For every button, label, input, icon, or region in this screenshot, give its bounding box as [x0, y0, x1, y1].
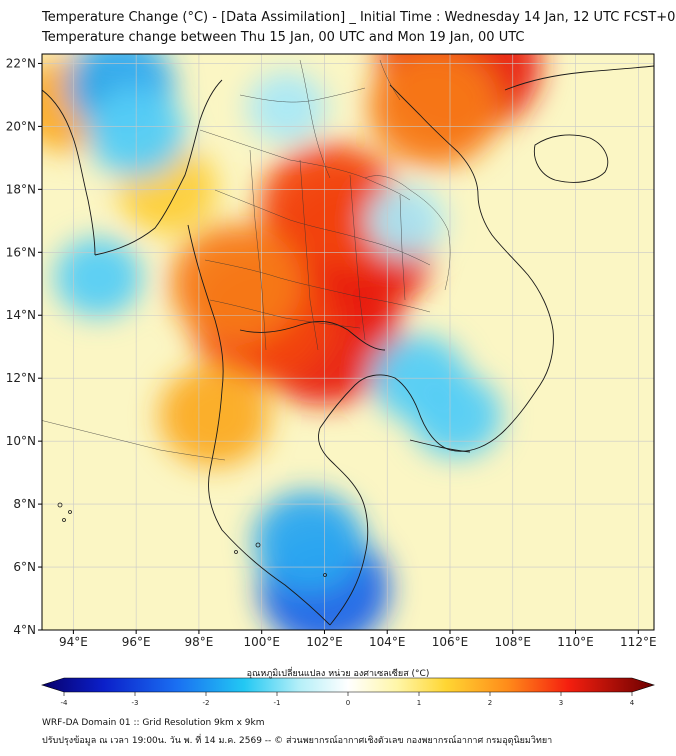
cool-anomaly [247, 71, 327, 144]
lon-tick-label: 104°E [369, 635, 406, 649]
warm-anomaly [368, 54, 500, 167]
colorbar: -4 -3 -2 -1 0 1 2 3 4 [41, 677, 655, 707]
footer-credit: ปรับปรุงข้อมูล ณ เวลา 19:00น. วัน พ. ที่… [42, 736, 553, 746]
latitude-ticks: 22°N 20°N 18°N 16°N 14°N 12°N 10°N 8°N 6°N 4°N [6, 56, 42, 637]
colorbar-label: อุณหภูมิเปลี่ยนแปลง หน่วย องศาเซลเซียส (… [246, 669, 430, 679]
lat-tick-label: 16°N [6, 245, 36, 259]
colorbar-tick-label: 0 [346, 699, 350, 707]
lat-tick-label: 12°N [6, 371, 36, 385]
footer-model-info: WRF-DA Domain 01 :: Grid Resolution 9km … [42, 718, 265, 728]
cool-anomaly [366, 184, 446, 257]
colorbar-tick-label: -4 [61, 699, 69, 707]
lat-tick-label: 14°N [6, 308, 36, 322]
admin-borders [42, 59, 451, 461]
warm-anomaly [159, 365, 271, 467]
map-gridlines [42, 54, 654, 630]
lon-tick-label: 108°E [495, 635, 532, 649]
colorbar-gradient [41, 677, 655, 693]
lat-tick-label: 4°N [13, 623, 36, 637]
lat-tick-label: 20°N [6, 119, 36, 133]
colorbar-tick-label: 4 [630, 699, 635, 707]
colorbar-tick-label: 3 [559, 699, 563, 707]
cool-anomaly [253, 491, 365, 593]
lat-tick-label: 6°N [13, 560, 36, 574]
cool-anomaly [54, 237, 143, 318]
lon-tick-label: 102°E [306, 635, 343, 649]
warm-anomaly [259, 143, 403, 274]
colorbar-ticks: -4 -3 -2 -1 0 1 2 3 4 [61, 692, 635, 707]
lon-tick-label: 112°E [620, 635, 657, 649]
map-title: Temperature Change (°C) - [Data Assimila… [42, 10, 676, 25]
lat-tick-label: 10°N [6, 434, 36, 448]
map-subtitle: Temperature change between Thu 15 Jan, 0… [42, 30, 525, 45]
lat-tick-label: 18°N [6, 182, 36, 196]
warm-anomaly [171, 224, 302, 344]
temperature-field [42, 54, 541, 630]
lon-tick-label: 98°E [184, 635, 213, 649]
colorbar-tick-label: 2 [488, 699, 492, 707]
lon-tick-label: 94°E [59, 635, 88, 649]
colorbar-tick-label: -3 [132, 699, 139, 707]
lat-tick-label: 8°N [13, 497, 36, 511]
islands [57, 502, 327, 577]
lon-tick-label: 106°E [432, 635, 469, 649]
longitude-ticks: 94°E 96°E 98°E 100°E 102°E 104°E 106°E 108°E 110… [59, 630, 657, 649]
colorbar-tick-label: 1 [417, 699, 421, 707]
colorbar-tick-label: -1 [274, 699, 281, 707]
coastlines [42, 65, 654, 626]
colorbar-tick-label: -2 [203, 699, 210, 707]
lon-tick-label: 100°E [243, 635, 280, 649]
lat-tick-label: 22°N [6, 56, 36, 70]
cool-anomaly [410, 374, 502, 458]
map-frame [41, 53, 655, 631]
lon-tick-label: 110°E [557, 635, 594, 649]
lon-tick-label: 96°E [122, 635, 151, 649]
